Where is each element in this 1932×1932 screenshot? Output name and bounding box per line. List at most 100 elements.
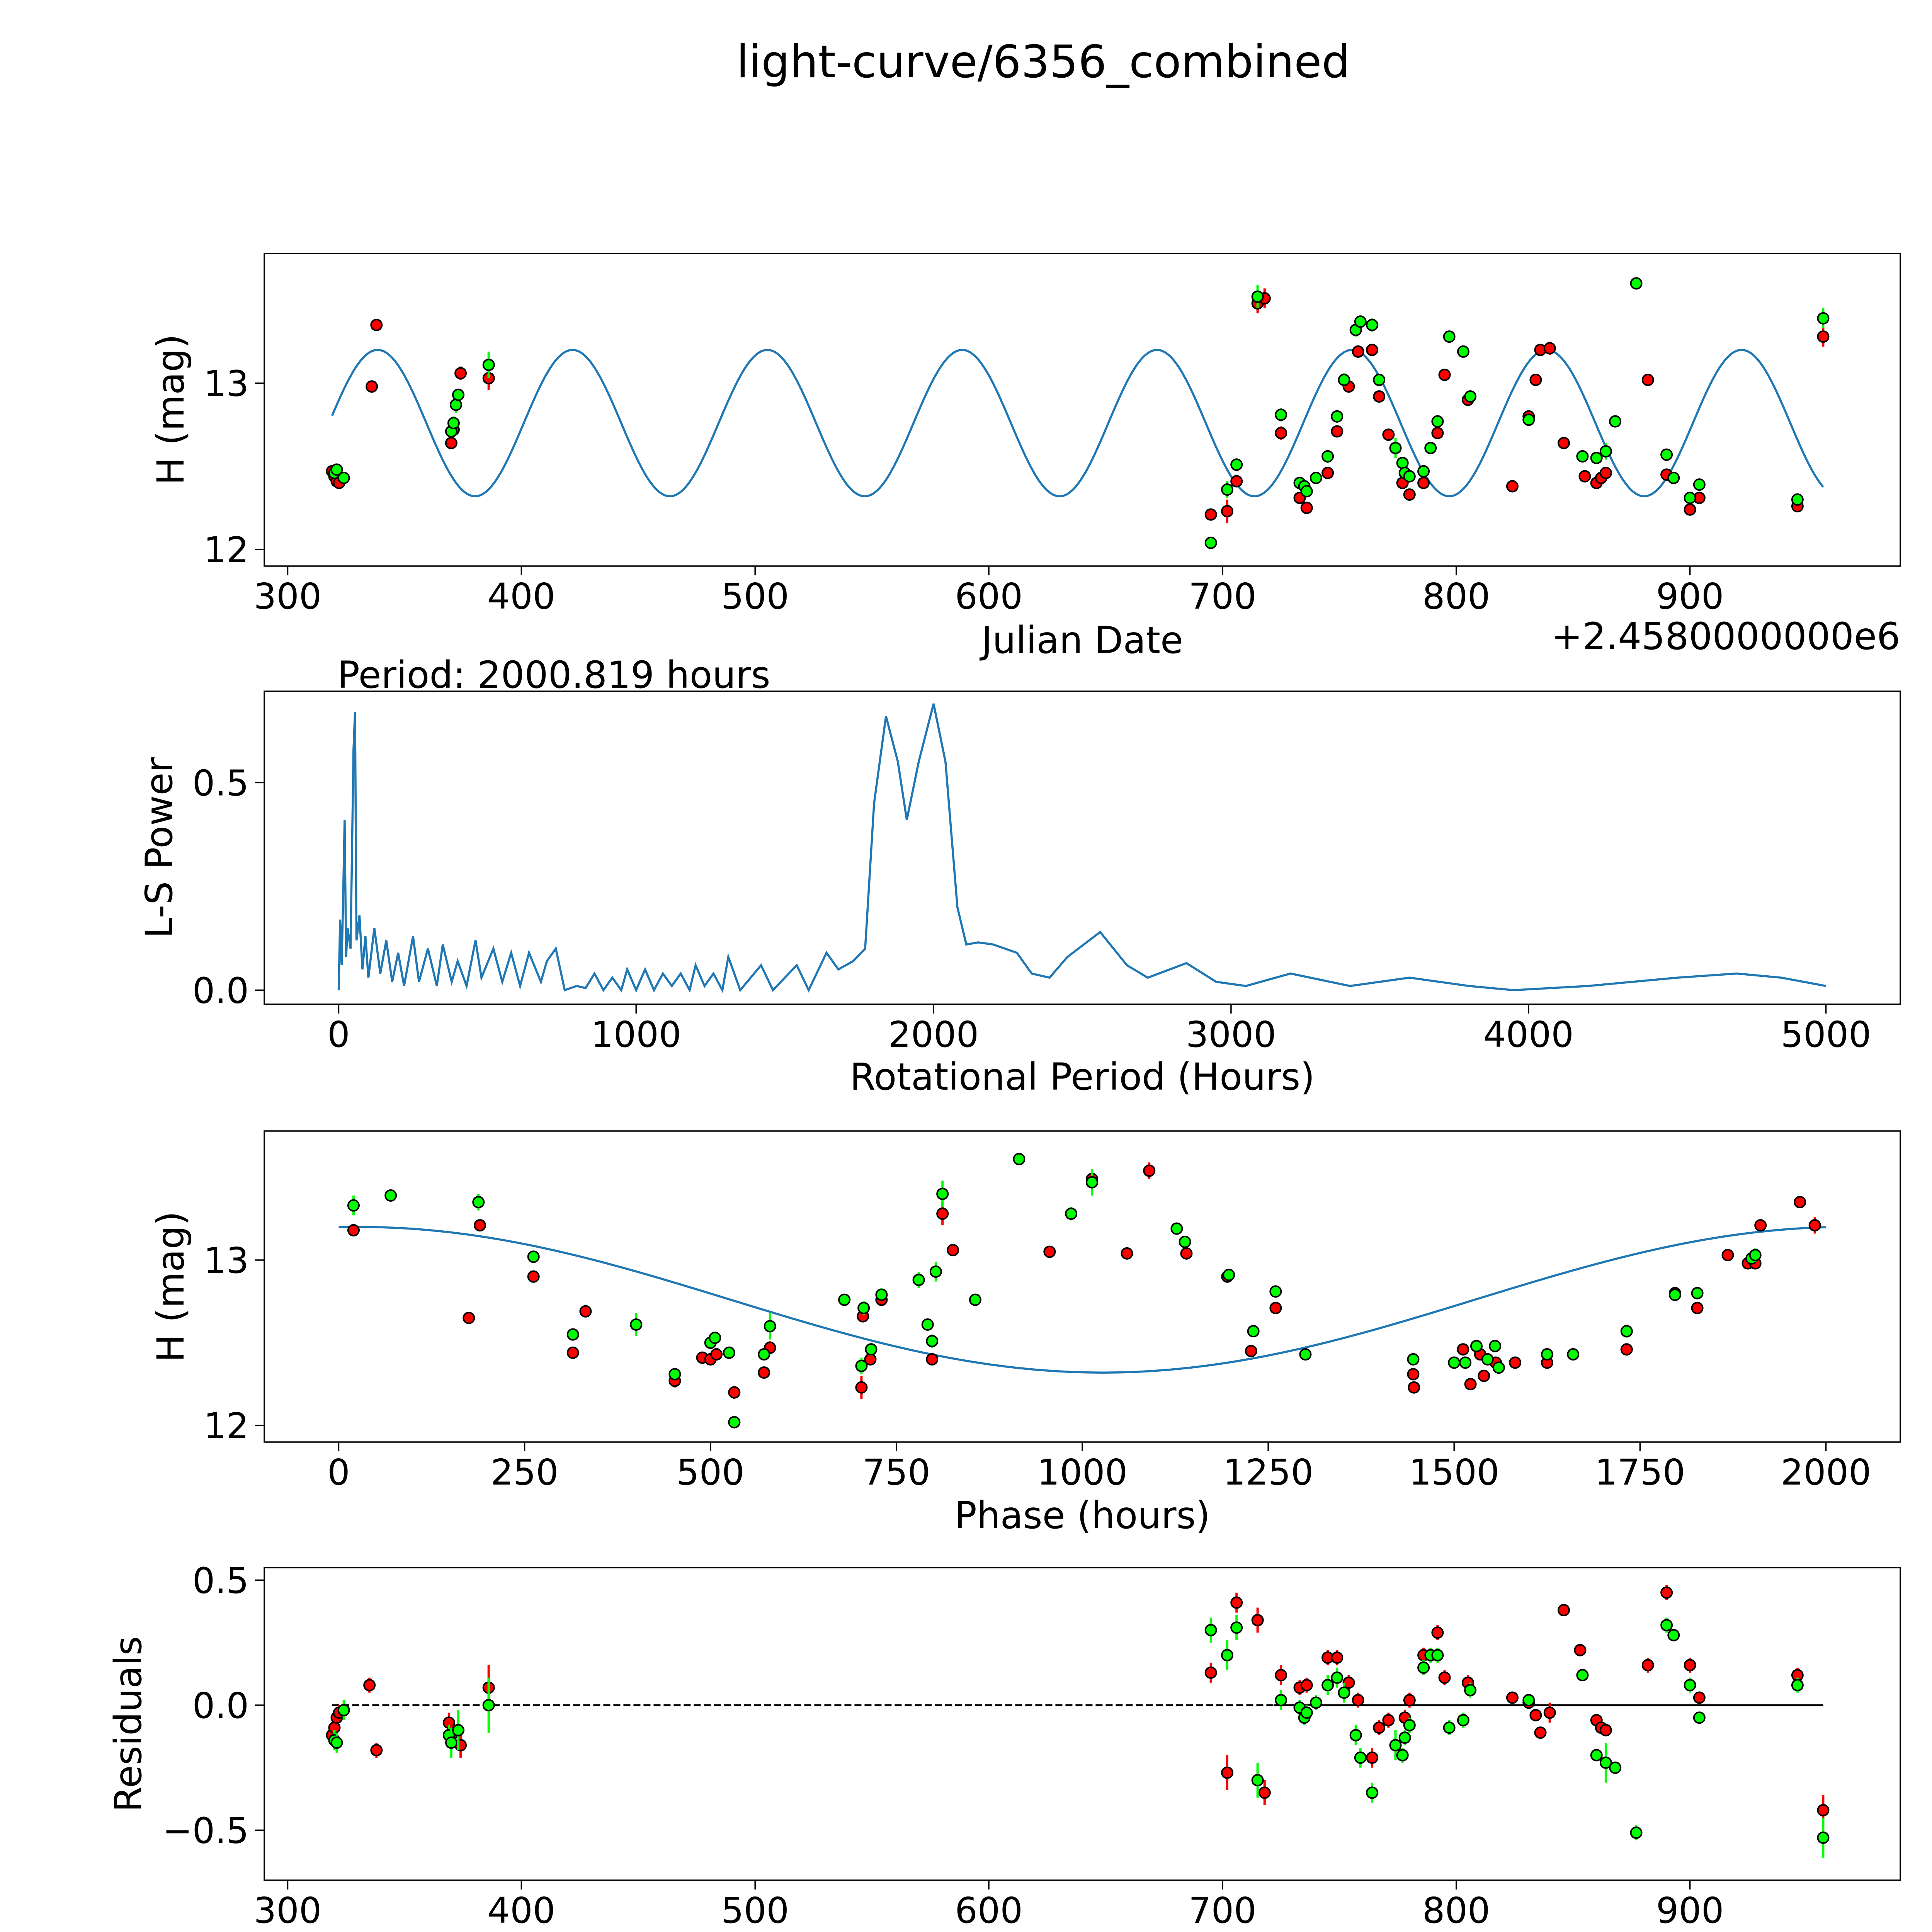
- data-point: [1417, 465, 1430, 478]
- marker: [1382, 1714, 1395, 1726]
- marker: [1269, 1302, 1282, 1315]
- x-tick-label: 1000: [591, 1014, 681, 1055]
- marker: [1230, 1596, 1243, 1609]
- phased-yticks: 12 13: [204, 1240, 264, 1447]
- data-point: [709, 1332, 721, 1344]
- marker: [1417, 465, 1430, 478]
- marker: [1506, 1691, 1519, 1704]
- marker: [482, 359, 495, 371]
- data-point: [1791, 493, 1804, 506]
- data-point: [1221, 499, 1234, 523]
- marker: [926, 1335, 939, 1347]
- data-point: [1667, 1629, 1680, 1641]
- data-point: [447, 416, 460, 430]
- marker: [1417, 1661, 1430, 1674]
- marker: [1338, 374, 1350, 386]
- data-point: [527, 1270, 540, 1283]
- data-point: [1403, 1718, 1416, 1733]
- marker: [452, 1724, 465, 1736]
- data-point: [1457, 1343, 1469, 1356]
- x-tick-label: 3000: [1186, 1014, 1276, 1055]
- data-point: [1204, 536, 1217, 549]
- periodogram-ylabel: L-S Power: [138, 757, 181, 938]
- marker: [1354, 1751, 1367, 1764]
- data-point: [865, 1343, 878, 1356]
- marker: [1684, 492, 1696, 504]
- marker: [1258, 1786, 1271, 1799]
- marker: [630, 1318, 643, 1331]
- data-point: [1609, 1761, 1622, 1774]
- data-point: [1417, 476, 1430, 489]
- data-point: [1221, 481, 1234, 498]
- marker: [384, 1189, 397, 1202]
- marker: [1407, 1353, 1420, 1366]
- marker: [1641, 1659, 1654, 1672]
- marker: [337, 1704, 350, 1716]
- data-point: [1667, 471, 1680, 484]
- data-point: [1121, 1247, 1133, 1260]
- marker: [1457, 345, 1469, 358]
- data-point: [445, 437, 457, 449]
- data-point: [710, 1348, 723, 1361]
- marker: [1331, 1671, 1344, 1684]
- marker: [1693, 1691, 1706, 1704]
- marker: [1684, 503, 1696, 516]
- marker: [1204, 536, 1217, 549]
- x-tick-label: 1750: [1595, 1452, 1685, 1493]
- x-tick-label: 4000: [1483, 1014, 1574, 1055]
- data-point: [764, 1313, 776, 1340]
- marker: [1230, 475, 1243, 488]
- data-point: [1464, 1682, 1477, 1698]
- marker: [936, 1208, 949, 1220]
- data-point: [1354, 1747, 1367, 1768]
- marker: [728, 1386, 741, 1399]
- marker: [1620, 1325, 1633, 1338]
- series-red: [347, 1162, 1821, 1399]
- marker: [1366, 1751, 1379, 1764]
- lightcurve-offset-label: +2.4580000000e6: [1551, 615, 1900, 658]
- data-point: [370, 319, 383, 332]
- marker: [1668, 1288, 1681, 1301]
- data-point: [1403, 1692, 1416, 1708]
- marker: [1221, 1766, 1234, 1779]
- data-point: [857, 1301, 870, 1315]
- marker: [1321, 1679, 1334, 1692]
- marker: [1300, 1679, 1313, 1692]
- data-point: [926, 1334, 939, 1348]
- phased-ylabel: H (mag): [149, 1211, 192, 1362]
- data-point: [1489, 1340, 1502, 1352]
- marker: [1331, 425, 1344, 438]
- data-point: [1470, 1340, 1483, 1352]
- marker: [728, 1416, 741, 1429]
- x-tick-label: 500: [721, 576, 789, 617]
- marker: [929, 1265, 942, 1278]
- data-point: [1310, 1695, 1322, 1710]
- data-point: [1366, 344, 1379, 356]
- data-point: [1481, 1353, 1494, 1366]
- marker: [1794, 1196, 1806, 1209]
- data-point: [1457, 1713, 1469, 1728]
- x-tick-label: 400: [488, 1890, 556, 1931]
- marker: [1382, 429, 1395, 441]
- data-point: [1382, 1713, 1395, 1728]
- x-tick-label: 250: [491, 1452, 559, 1493]
- data-point: [1251, 285, 1264, 309]
- x-tick-label: 500: [677, 1452, 745, 1493]
- marker: [855, 1381, 868, 1394]
- data-point: [855, 1357, 868, 1374]
- data-point: [1204, 508, 1217, 521]
- marker: [1424, 442, 1437, 454]
- data-point: [1576, 450, 1589, 463]
- data-point: [347, 1195, 360, 1216]
- marker: [1407, 1368, 1420, 1381]
- data-point: [1684, 1677, 1696, 1693]
- marker: [936, 1187, 949, 1200]
- lightcurve-marks: [326, 277, 1830, 549]
- marker: [566, 1328, 579, 1341]
- marker: [1170, 1222, 1183, 1235]
- marker: [1817, 312, 1830, 325]
- marker: [1754, 1219, 1767, 1232]
- data-point: [1221, 1755, 1234, 1791]
- data-point: [1620, 1324, 1633, 1338]
